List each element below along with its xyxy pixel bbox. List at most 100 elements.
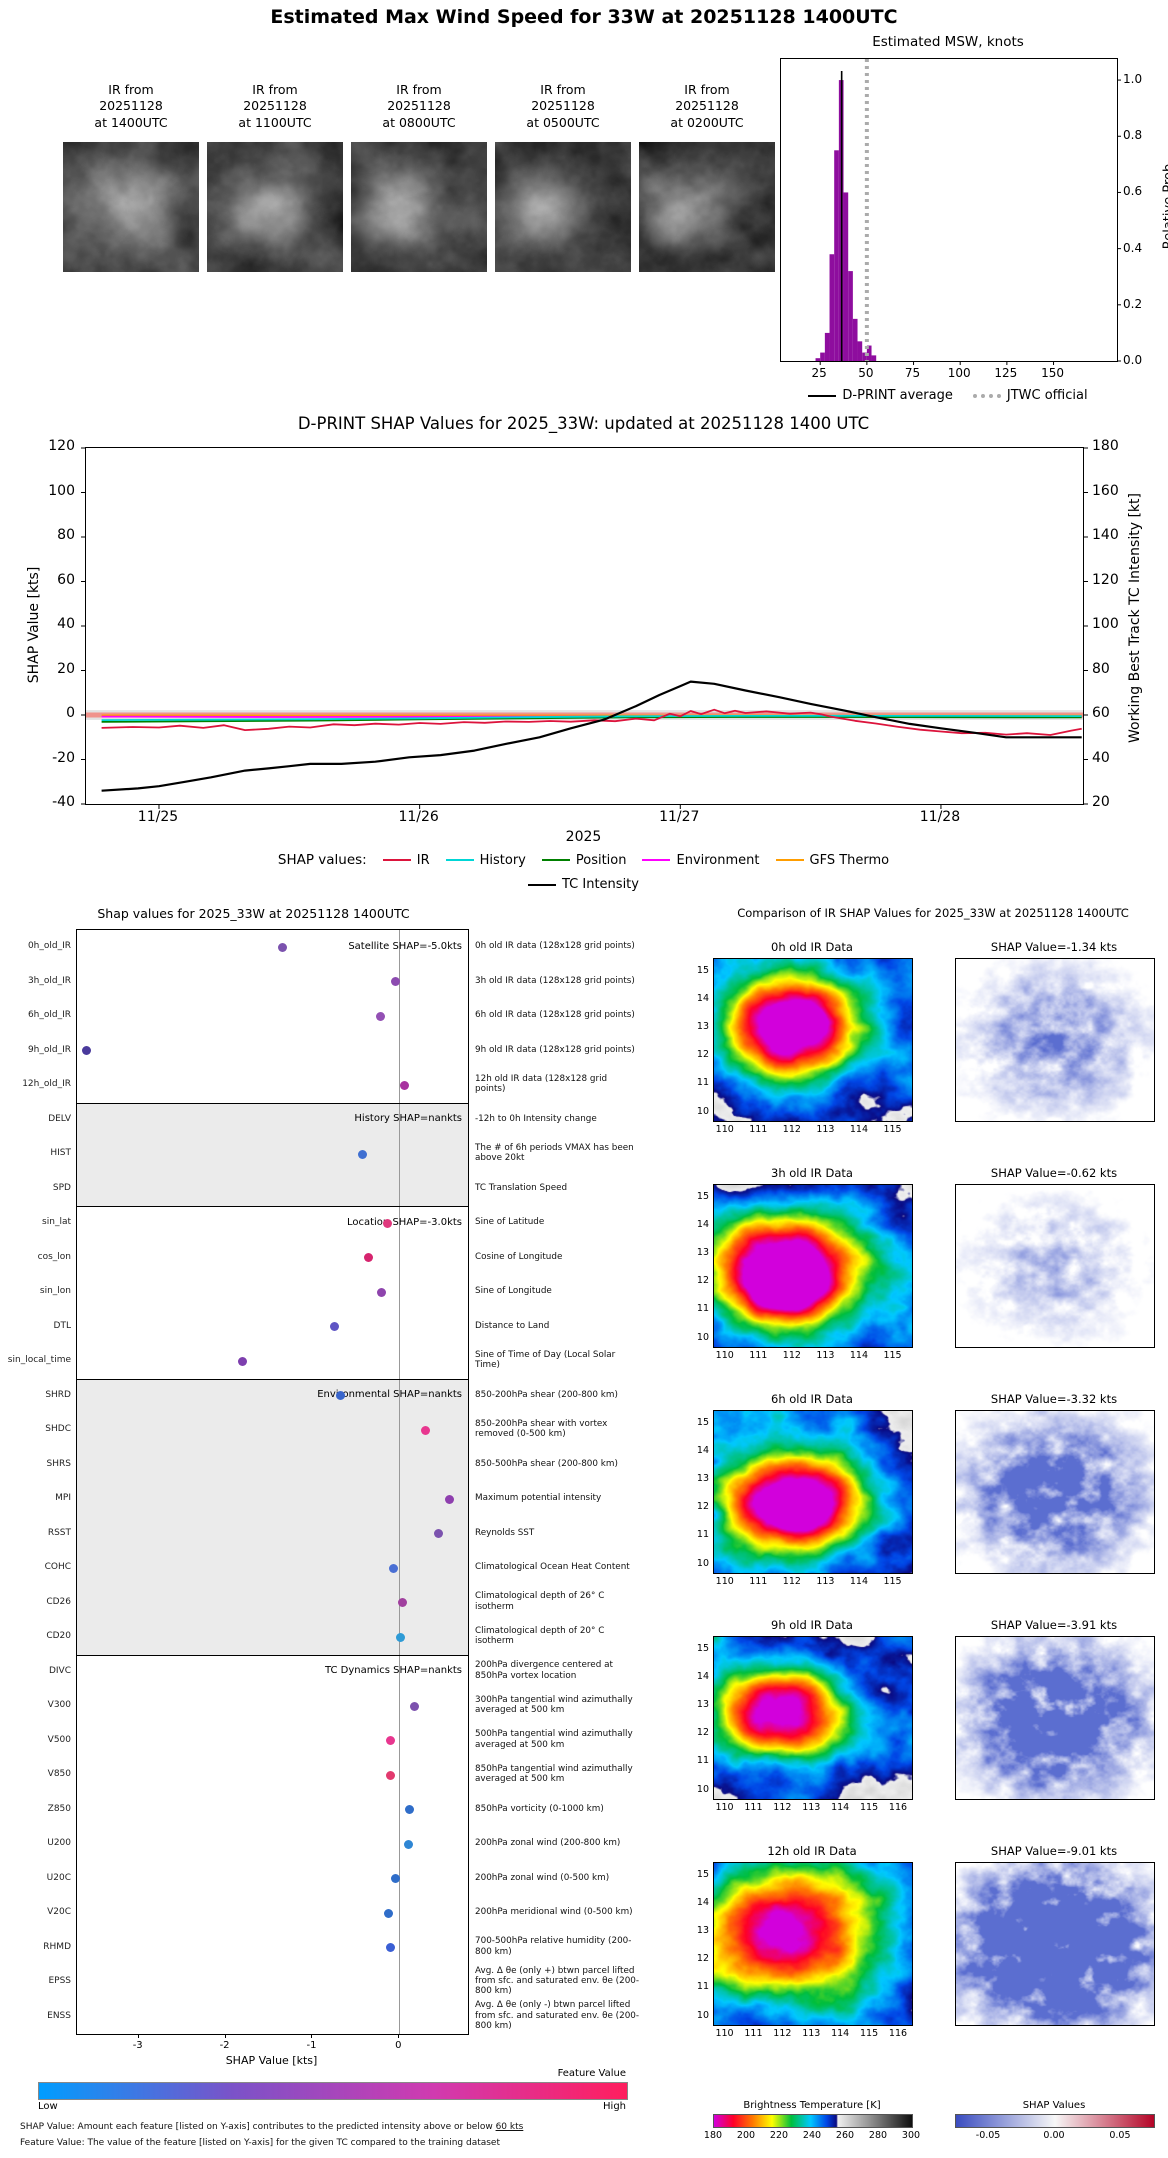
timeseries-ytick-left: 40: [57, 616, 75, 632]
ir-ytick-label: 15: [696, 1190, 709, 1202]
beeswarm-feature-desc: 0h old IR data (128x128 grid points): [475, 941, 635, 952]
histogram-ylabel: Relative Prob: [1161, 163, 1168, 250]
timeseries-ytick-right: 60: [1092, 705, 1110, 721]
histogram-xtick-label: 100: [947, 366, 971, 380]
beeswarm-dot: [277, 942, 287, 952]
beeswarm-feature-desc: Sine of Latitude: [475, 1217, 545, 1228]
histogram-ytick-label: 0.8: [1123, 128, 1143, 143]
footnote-shap-value: SHAP Value: Amount each feature [listed …: [20, 2122, 523, 2132]
timeseries-ytick-left: -20: [52, 749, 75, 766]
beeswarm-group-label: TC Dynamics SHAP=nankts: [324, 1665, 462, 1677]
legend-label: GFS Thermo: [809, 852, 890, 868]
beeswarm-feature-name: HIST: [50, 1148, 71, 1158]
beeswarm-feature-name: V500: [47, 1734, 71, 1745]
ir-ytick-label: 12: [696, 1727, 709, 1739]
ir-xtick-label: 115: [860, 2028, 879, 2039]
ir-xtick-label: 115: [883, 1124, 902, 1135]
beeswarm-feature-desc: TC Translation Speed: [475, 1182, 568, 1193]
bt-colorbar-label: Brightness Temperature [K]: [743, 2100, 881, 2111]
ir-xtick-label: 114: [831, 2028, 850, 2039]
ir-xtick-label: 116: [888, 1802, 908, 1813]
ir-thumb-label-line: 20251128: [531, 98, 595, 114]
timeseries-title: D-PRINT SHAP Values for 2025_33W: update…: [297, 414, 870, 433]
legend-label: Environment: [676, 852, 760, 868]
beeswarm-dot: [358, 1149, 368, 1159]
beeswarm-axes: Satellite SHAP=-5.0kts History SHAP=nankt…: [76, 929, 469, 2035]
timeseries-legend-row1: SHAP values: IR History Position Environment…: [85, 852, 1082, 868]
beeswarm-feature-desc: 500hPa tangential wind azimuthally avera…: [475, 1729, 633, 1750]
histogram-title: Estimated MSW, knots: [872, 34, 1024, 50]
beeswarm-feature-desc: 850-200hPa shear (200-800 km): [475, 1389, 618, 1400]
beeswarm-feature-desc: 850hPa tangential wind azimuthally avera…: [475, 1763, 633, 1785]
ir-xtick-label: 111: [749, 1576, 768, 1587]
timeseries-legend-item: Environment: [642, 852, 760, 868]
beeswarm-feature-name: SPD: [52, 1182, 71, 1193]
ir-ytick-label: 12: [696, 1275, 709, 1287]
beeswarm-feature-desc: 200hPa zonal wind (0-500 km): [475, 1872, 610, 1883]
ir-xtick-label: 115: [883, 1576, 902, 1587]
ir-thumb-label: IR from 20251128 at 1100UTC: [205, 82, 345, 131]
beeswarm-dot: [405, 1805, 415, 1815]
beeswarm-feature-desc: Climatological depth of 20° C isotherm: [475, 1625, 605, 1647]
ir-thumb-label-line: IR from: [684, 82, 730, 97]
ir-ytick-label: 14: [696, 1218, 709, 1230]
ir-xtick-label: 110: [715, 1576, 734, 1587]
comparison-ir-title: 3h old IR Data: [771, 1166, 853, 1180]
timeseries-ytick-left: 0: [66, 705, 75, 721]
beeswarm-xtick-label: -3: [132, 2040, 143, 2051]
legend-label: TC Intensity: [562, 877, 639, 892]
beeswarm-group-label: Location SHAP=-3.0kts: [346, 1216, 462, 1228]
beeswarm-dot: [395, 1632, 405, 1642]
beeswarm-feature-name: sin_lat: [42, 1217, 71, 1227]
timeseries-ytick-right: 120: [1092, 571, 1119, 588]
ir-thumb-label-line: IR from: [252, 82, 298, 97]
beeswarm-feature-name: sin_local_time: [7, 1355, 71, 1365]
ir-ytick-label: 13: [696, 1925, 709, 1937]
histogram-axes: [780, 58, 1121, 365]
page-title: Estimated Max Wind Speed for 33W at 2025…: [270, 6, 898, 28]
beeswarm-xtick-mark: [137, 2034, 139, 2038]
ir-thumb-label-line: at 0500UTC: [526, 114, 600, 130]
ir-ytick-label: 12: [696, 1049, 709, 1061]
beeswarm-feature-desc: -12h to 0h Intensity change: [475, 1113, 597, 1124]
timeseries-plot: [81, 447, 1088, 809]
comparison-shap-title: SHAP Value=-1.34 kts: [990, 940, 1118, 954]
timeseries-ytick-right: 160: [1092, 482, 1119, 499]
beeswarm-feature-name: DTL: [53, 1320, 71, 1331]
shap-map-image: [955, 1636, 1155, 1800]
beeswarm-dot: [400, 1080, 410, 1090]
shap-colorbar-tick: 0.05: [1109, 2130, 1131, 2141]
tc-intensity-line-swatch: [528, 883, 556, 886]
shap-map-image: [955, 958, 1155, 1122]
beeswarm-feature-name: EPSS: [48, 1976, 71, 1986]
beeswarm-feature-desc: Climatological depth of 26° C isotherm: [475, 1591, 605, 1612]
bt-colorbar-tick: 220: [769, 2130, 789, 2141]
comparison-ir-title: 12h old IR Data: [767, 1844, 857, 1858]
beeswarm-dot: [410, 1701, 420, 1711]
ir-thumbnail-image: [495, 142, 631, 272]
ir-xtick-label: 113: [816, 1576, 835, 1587]
comparison-title: Comparison of IR SHAP Values for 2025_33…: [737, 906, 1129, 920]
beeswarm-dot: [238, 1356, 248, 1366]
beeswarm-feature-name: SHRS: [46, 1458, 71, 1469]
ir-thumb-label-line: IR from: [540, 82, 586, 97]
beeswarm-dot: [386, 1943, 396, 1953]
ir-ytick-label: 10: [696, 1557, 709, 1569]
beeswarm-feature-name: U20C: [46, 1872, 71, 1883]
ir-xtick-label: 114: [831, 1802, 850, 1813]
beeswarm-dot: [388, 1563, 398, 1573]
histogram-xtick-label: 75: [904, 366, 921, 380]
timeseries-axes: [81, 447, 1088, 809]
beeswarm-feature-desc: 700-500hPa relative humidity (200-800 km…: [475, 1936, 632, 1957]
beeswarm-feature-desc: 850hPa vorticity (0-1000 km): [475, 1803, 604, 1814]
ir-xtick-label: 113: [816, 1350, 835, 1361]
ir-ytick-label: 11: [696, 1981, 709, 1993]
beeswarm-feature-desc: 3h old IR data (128x128 grid points): [475, 975, 635, 986]
beeswarm-feature-desc: Climatological Ocean Heat Content: [475, 1562, 630, 1573]
beeswarm-feature-desc: Sine of Longitude: [475, 1286, 552, 1297]
beeswarm-group-band: [77, 1378, 468, 1655]
ir-ytick-label: 15: [696, 964, 709, 976]
histogram-ytick-label: 1.0: [1123, 72, 1143, 87]
beeswarm-feature-name: MPI: [55, 1493, 71, 1503]
